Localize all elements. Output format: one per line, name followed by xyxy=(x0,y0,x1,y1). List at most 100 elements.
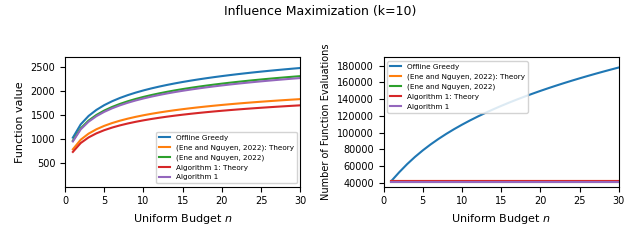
(Ene and Nguyen, 2022): Theory: (2, 982): Theory: (2, 982) xyxy=(77,138,84,141)
(Ene and Nguyen, 2022) xyxy=(396,181,403,183)
(Ene and Nguyen, 2022) xyxy=(281,76,289,79)
(Ene and Nguyen, 2022): Theory: (7, 4.15e+04): Theory: (7, 4.15e+04) xyxy=(435,180,442,183)
(Ene and Nguyen, 2022) xyxy=(241,80,249,82)
Offline Greedy xyxy=(93,108,100,111)
(Ene and Nguyen, 2022) xyxy=(226,81,234,84)
(Ene and Nguyen, 2022) xyxy=(195,85,202,88)
(Ene and Nguyen, 2022): Theory: (24, 4.15e+04): Theory: (24, 4.15e+04) xyxy=(568,180,575,183)
Algorithm 1: Theory: (26, 1.66e+03): Theory: (26, 1.66e+03) xyxy=(265,106,273,109)
Offline Greedy xyxy=(403,163,411,166)
(Ene and Nguyen, 2022) xyxy=(84,119,92,122)
Algorithm 1: Theory: (21, 4.18e+04): Theory: (21, 4.18e+04) xyxy=(545,180,552,182)
(Ene and Nguyen, 2022): Theory: (8, 4.15e+04): Theory: (8, 4.15e+04) xyxy=(442,180,450,183)
(Ene and Nguyen, 2022): Theory: (5, 1.27e+03): Theory: (5, 1.27e+03) xyxy=(100,124,108,127)
Algorithm 1 xyxy=(273,79,280,81)
Algorithm 1 xyxy=(69,140,77,143)
Algorithm 1 xyxy=(521,181,529,183)
Offline Greedy xyxy=(513,98,521,101)
Offline Greedy xyxy=(474,115,481,118)
Algorithm 1: Theory: (16, 1.52e+03): Theory: (16, 1.52e+03) xyxy=(187,112,195,115)
Offline Greedy xyxy=(599,70,607,73)
(Ene and Nguyen, 2022): Theory: (15, 4.15e+04): Theory: (15, 4.15e+04) xyxy=(497,180,505,183)
(Ene and Nguyen, 2022) xyxy=(435,181,442,183)
(Ene and Nguyen, 2022): Theory: (20, 1.71e+03): Theory: (20, 1.71e+03) xyxy=(218,103,226,106)
Algorithm 1: Theory: (15, 4.18e+04): Theory: (15, 4.18e+04) xyxy=(497,180,505,182)
Offline Greedy xyxy=(273,69,280,72)
Algorithm 1: Theory: (5, 1.18e+03): Theory: (5, 1.18e+03) xyxy=(100,129,108,132)
Offline Greedy xyxy=(195,78,202,81)
Offline Greedy xyxy=(100,104,108,107)
Line: Algorithm 1: Theory: Algorithm 1: Theory xyxy=(73,105,300,152)
Algorithm 1: Theory: (22, 1.61e+03): Theory: (22, 1.61e+03) xyxy=(234,108,241,111)
(Ene and Nguyen, 2022): Theory: (12, 1.55e+03): Theory: (12, 1.55e+03) xyxy=(156,111,163,114)
Algorithm 1: Theory: (28, 4.18e+04): Theory: (28, 4.18e+04) xyxy=(599,180,607,182)
Algorithm 1 xyxy=(591,181,599,183)
Algorithm 1: Theory: (24, 1.64e+03): Theory: (24, 1.64e+03) xyxy=(250,107,257,110)
(Ene and Nguyen, 2022): Theory: (20, 4.15e+04): Theory: (20, 4.15e+04) xyxy=(536,180,544,183)
Algorithm 1: Theory: (19, 1.57e+03): Theory: (19, 1.57e+03) xyxy=(210,110,218,113)
Algorithm 1: Theory: (30, 1.7e+03): Theory: (30, 1.7e+03) xyxy=(296,104,304,107)
Algorithm 1: Theory: (15, 1.5e+03): Theory: (15, 1.5e+03) xyxy=(179,113,186,116)
(Ene and Nguyen, 2022): Theory: (1, 4.15e+04): Theory: (1, 4.15e+04) xyxy=(388,180,396,183)
(Ene and Nguyen, 2022) xyxy=(521,181,529,183)
Algorithm 1 xyxy=(202,86,210,89)
(Ene and Nguyen, 2022) xyxy=(77,127,84,130)
Algorithm 1 xyxy=(560,181,568,183)
(Ene and Nguyen, 2022) xyxy=(210,83,218,86)
Algorithm 1 xyxy=(466,181,474,183)
(Ene and Nguyen, 2022) xyxy=(179,88,186,91)
Algorithm 1: Theory: (14, 1.48e+03): Theory: (14, 1.48e+03) xyxy=(171,114,179,117)
Line: Offline Greedy: Offline Greedy xyxy=(392,67,619,181)
Algorithm 1: Theory: (19, 4.18e+04): Theory: (19, 4.18e+04) xyxy=(529,180,536,182)
Y-axis label: Number of Function Evaluations: Number of Function Evaluations xyxy=(321,44,332,200)
Offline Greedy xyxy=(560,82,568,85)
(Ene and Nguyen, 2022): Theory: (24, 1.76e+03): Theory: (24, 1.76e+03) xyxy=(250,101,257,104)
Algorithm 1: Theory: (8, 1.32e+03): Theory: (8, 1.32e+03) xyxy=(124,122,132,125)
Algorithm 1 xyxy=(108,107,116,110)
(Ene and Nguyen, 2022): Theory: (25, 4.15e+04): Theory: (25, 4.15e+04) xyxy=(576,180,584,183)
(Ene and Nguyen, 2022): Theory: (13, 1.58e+03): Theory: (13, 1.58e+03) xyxy=(163,110,171,113)
Offline Greedy xyxy=(147,87,155,90)
(Ene and Nguyen, 2022): Theory: (4, 4.15e+04): Theory: (4, 4.15e+04) xyxy=(411,180,419,183)
(Ene and Nguyen, 2022) xyxy=(108,106,116,108)
Offline Greedy xyxy=(108,100,116,103)
Offline Greedy xyxy=(234,73,241,76)
Algorithm 1 xyxy=(505,181,513,183)
Algorithm 1: Theory: (24, 4.18e+04): Theory: (24, 4.18e+04) xyxy=(568,180,575,182)
(Ene and Nguyen, 2022): Theory: (14, 1.6e+03): Theory: (14, 1.6e+03) xyxy=(171,109,179,112)
Algorithm 1: Theory: (8, 4.18e+04): Theory: (8, 4.18e+04) xyxy=(442,180,450,182)
(Ene and Nguyen, 2022) xyxy=(273,77,280,80)
Algorithm 1 xyxy=(529,181,536,183)
(Ene and Nguyen, 2022) xyxy=(171,89,179,92)
Algorithm 1 xyxy=(93,115,100,118)
Algorithm 1 xyxy=(490,181,497,183)
Algorithm 1 xyxy=(442,181,450,183)
Offline Greedy xyxy=(226,74,234,77)
Offline Greedy xyxy=(156,85,163,88)
Offline Greedy xyxy=(116,96,124,99)
(Ene and Nguyen, 2022) xyxy=(124,100,132,103)
Algorithm 1 xyxy=(84,120,92,123)
(Ene and Nguyen, 2022): Theory: (8, 1.42e+03): Theory: (8, 1.42e+03) xyxy=(124,117,132,120)
Algorithm 1: Theory: (2, 4.18e+04): Theory: (2, 4.18e+04) xyxy=(396,180,403,182)
Algorithm 1: Theory: (7, 4.18e+04): Theory: (7, 4.18e+04) xyxy=(435,180,442,182)
Offline Greedy xyxy=(124,94,132,97)
Offline Greedy xyxy=(210,76,218,79)
Algorithm 1 xyxy=(411,181,419,183)
Algorithm 1: Theory: (4, 1.11e+03): Theory: (4, 1.11e+03) xyxy=(93,132,100,135)
(Ene and Nguyen, 2022) xyxy=(576,181,584,183)
Algorithm 1 xyxy=(289,77,296,80)
Line: Offline Greedy: Offline Greedy xyxy=(73,68,300,138)
Offline Greedy xyxy=(179,80,186,83)
Algorithm 1 xyxy=(100,110,108,113)
Offline Greedy xyxy=(388,180,396,182)
Algorithm 1 xyxy=(403,181,411,183)
(Ene and Nguyen, 2022) xyxy=(100,109,108,112)
(Ene and Nguyen, 2022): Theory: (25, 1.78e+03): Theory: (25, 1.78e+03) xyxy=(257,100,265,103)
Offline Greedy xyxy=(218,75,226,78)
(Ene and Nguyen, 2022) xyxy=(116,102,124,105)
Algorithm 1 xyxy=(513,181,521,183)
Offline Greedy xyxy=(568,79,575,82)
(Ene and Nguyen, 2022): Theory: (28, 1.81e+03): Theory: (28, 1.81e+03) xyxy=(281,99,289,101)
Offline Greedy xyxy=(265,69,273,72)
